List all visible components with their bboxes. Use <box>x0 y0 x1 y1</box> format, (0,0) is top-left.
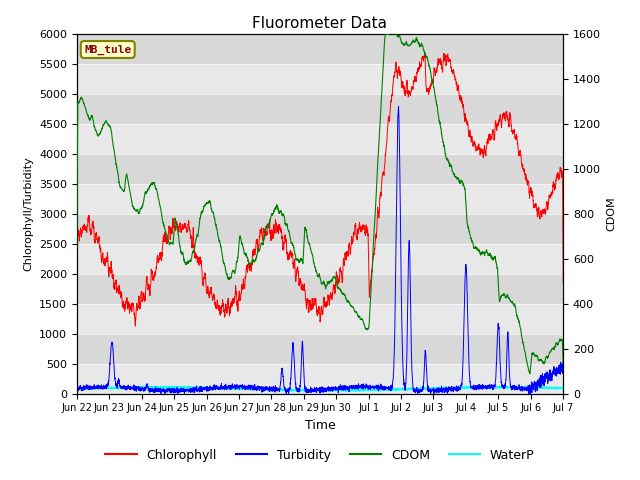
Bar <box>77 364 563 394</box>
Bar <box>77 123 563 154</box>
Legend: Chlorophyll, Turbidity, CDOM, WaterP: Chlorophyll, Turbidity, CDOM, WaterP <box>100 444 540 467</box>
Bar <box>77 243 563 274</box>
Text: MB_tule: MB_tule <box>84 44 131 55</box>
Bar <box>77 303 563 334</box>
Y-axis label: Chlorophyll/Turbidity: Chlorophyll/Turbidity <box>24 156 33 271</box>
Title: Fluorometer Data: Fluorometer Data <box>253 16 387 31</box>
Bar <box>77 94 563 123</box>
Bar <box>77 334 563 364</box>
Bar <box>77 214 563 243</box>
Y-axis label: CDOM: CDOM <box>607 196 616 231</box>
Bar <box>77 274 563 303</box>
Bar <box>77 63 563 94</box>
Bar <box>77 34 563 63</box>
Bar <box>77 154 563 183</box>
Bar <box>77 183 563 214</box>
X-axis label: Time: Time <box>305 419 335 432</box>
